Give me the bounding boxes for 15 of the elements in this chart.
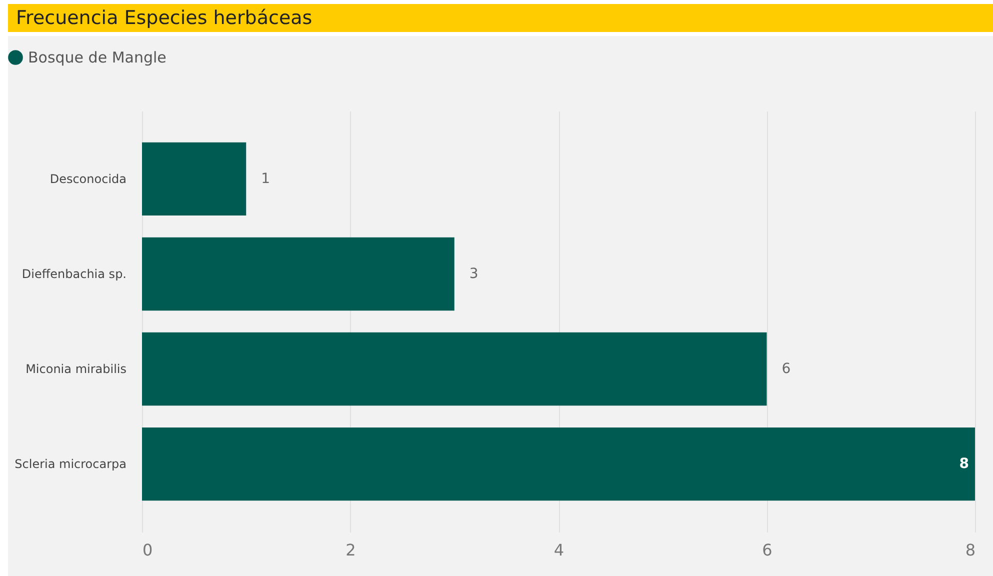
x-tick-label: 0: [142, 540, 153, 560]
y-tick-label: Miconia mirabilis: [26, 362, 126, 376]
x-tick-label: 2: [346, 540, 356, 560]
y-tick-label: Scleria microcarpa: [14, 457, 126, 472]
data-label: 3: [469, 266, 478, 282]
x-tick-label: 8: [965, 540, 976, 560]
legend-label: Bosque de Mangle: [28, 48, 166, 66]
y-tick-label: Dieffenbachia sp.: [22, 266, 126, 281]
chart-title: Frecuencia Especies herbáceas: [8, 4, 993, 32]
x-tick-label: 4: [554, 540, 564, 560]
x-tick-label: 6: [762, 540, 772, 560]
data-label: 8: [959, 456, 969, 472]
data-label: 6: [782, 361, 791, 378]
y-tick-label: Desconocida: [50, 172, 126, 186]
data-label: 1: [261, 170, 270, 187]
